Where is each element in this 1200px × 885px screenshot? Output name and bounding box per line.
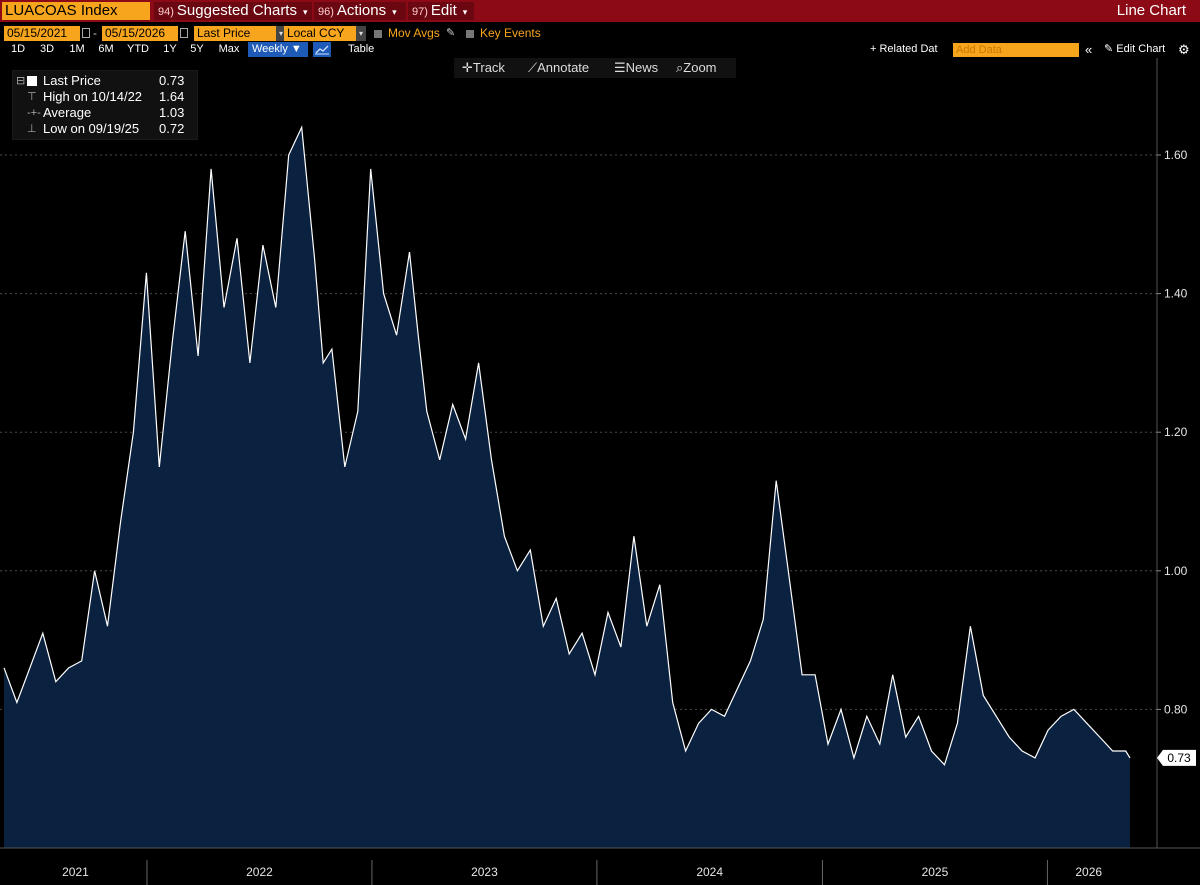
x-tick-label: 2021 (62, 865, 89, 879)
calendar-icon[interactable] (82, 28, 90, 38)
last-price-marker: 0.73 (1157, 749, 1196, 766)
suggested-charts-label: Suggested Charts (176, 2, 297, 19)
legend-label: Low on 09/19/25 (43, 121, 140, 136)
range-1d-button[interactable]: 1D (10, 43, 26, 55)
field-select[interactable]: Last Price (194, 26, 276, 41)
date-toolbar: 05/15/2021 - 05/15/2026 Last Price ▾ Loc… (0, 24, 1200, 42)
key-events-label[interactable]: Key Events (480, 26, 541, 40)
y-tick-label: 1.40 (1164, 287, 1188, 301)
frequency-label: Weekly (252, 43, 288, 55)
pencil-icon[interactable]: ✎ (446, 27, 456, 39)
edit-button[interactable]: 97) Edit ▾ (408, 2, 474, 20)
mov-avgs-checkbox[interactable] (374, 30, 382, 38)
chart-type-label: Line Chart (1116, 2, 1186, 19)
legend-value: 0.72 (159, 121, 185, 136)
calendar-icon[interactable] (180, 28, 188, 38)
x-tick-label: 2024 (696, 865, 723, 879)
chart-legend: ⊟ Last Price 0.73 ⊤ High on 10/14/22 1.6… (12, 70, 198, 140)
gear-icon[interactable]: ⚙ (1178, 42, 1190, 57)
y-tick-label: 1.20 (1164, 425, 1188, 439)
actions-number: 96) (318, 6, 334, 18)
news-label: News (625, 60, 659, 75)
chevron-down-icon: ▾ (392, 7, 397, 17)
range-1m-button[interactable]: 1M (69, 43, 85, 55)
chevron-down-icon: ▾ (462, 7, 468, 17)
legend-value: 1.64 (159, 89, 185, 104)
range-max-button[interactable]: Max (218, 43, 240, 55)
edit-label: Edit (430, 2, 457, 19)
last-price-tag (1157, 749, 1196, 766)
legend-low: ⊥ Low on 09/19/25 0.72 (13, 121, 197, 137)
collapse-icon[interactable]: « (1085, 42, 1093, 57)
legend-swatch (27, 76, 37, 86)
high-marker-icon: ⊤ (27, 91, 37, 103)
chart-area: 0.80 1.00 1.20 1.40 1.60 2021 2022 2023 2024 202… (0, 58, 1200, 885)
range-5y-button[interactable]: 5Y (190, 43, 204, 55)
average-marker-icon: -+- (27, 107, 41, 119)
y-tick-label: 1.60 (1164, 148, 1188, 162)
suggested-charts-button[interactable]: 94) Suggested Charts ▾ (154, 2, 312, 20)
range-toolbar: 1D 3D 1M 6M YTD 1Y 5Y Max Weekly ▼ Table… (0, 42, 1200, 58)
y-tick-label: 0.80 (1164, 702, 1188, 716)
legend-label: High on 10/14/22 (43, 89, 143, 104)
mov-avgs-label[interactable]: Mov Avgs (388, 26, 440, 40)
legend-label: Last Price (43, 73, 101, 88)
edit-chart-button[interactable]: ✎ Edit Chart (1104, 43, 1166, 55)
x-tick-label: 2023 (471, 865, 498, 879)
legend-value: 0.73 (159, 73, 185, 88)
y-tick-label: 1.00 (1164, 564, 1188, 578)
annotate-label: Annotate (537, 60, 590, 75)
legend-last-price: ⊟ Last Price 0.73 (13, 73, 197, 89)
track-button[interactable]: ✛ Track (462, 58, 505, 78)
frequency-select[interactable]: Weekly ▼ (248, 42, 308, 57)
end-date-input[interactable]: 05/15/2026 (102, 26, 178, 41)
range-6m-button[interactable]: 6M (98, 43, 114, 55)
chevron-down-icon[interactable]: ▾ (276, 26, 286, 41)
low-marker-icon: ⊥ (27, 123, 37, 135)
legend-average: -+- Average 1.03 (13, 105, 197, 121)
collapse-icon[interactable]: ⊟ (16, 75, 26, 87)
price-area (4, 127, 1130, 849)
range-1y-button[interactable]: 1Y (163, 43, 177, 55)
legend-label: Average (43, 105, 92, 120)
table-button[interactable]: Table (348, 43, 375, 55)
news-button[interactable]: ☰ News (614, 58, 658, 78)
track-label: Track (472, 60, 505, 75)
currency-select[interactable]: Local CCY (284, 26, 356, 41)
edit-chart-label: Edit Chart (1116, 43, 1166, 55)
legend-value: 1.03 (159, 105, 185, 120)
x-tick-label: 2022 (246, 865, 273, 879)
suggested-charts-number: 94) (158, 6, 174, 18)
ticker-field[interactable]: LUACOAS Index (2, 2, 150, 20)
range-3d-button[interactable]: 3D (39, 43, 55, 55)
last-price-value: 0.73 (1167, 751, 1191, 765)
chevron-down-icon[interactable]: ▾ (356, 26, 366, 41)
legend-high: ⊤ High on 10/14/22 1.64 (13, 89, 197, 105)
add-data-input[interactable]: Add Data (953, 43, 1079, 57)
range-ytd-button[interactable]: YTD (127, 43, 149, 55)
line-chart-icon[interactable] (313, 42, 331, 57)
price-line (3, 125, 1131, 766)
related-data-button[interactable]: + Related Dat (870, 43, 938, 55)
edit-number: 97) (412, 6, 428, 18)
zoom-button[interactable]: ⌕ Zoom (676, 58, 717, 78)
x-tick-label: 2026 (1075, 865, 1102, 879)
start-date-input[interactable]: 05/15/2021 (4, 26, 80, 41)
top-toolbar: LUACOAS Index 94) Suggested Charts ▾ 96) Ac… (0, 0, 1200, 22)
key-events-checkbox[interactable] (466, 30, 474, 38)
annotate-button[interactable]: ⟋ Annotate (528, 58, 589, 78)
zoom-label: Zoom (683, 60, 717, 75)
actions-button[interactable]: 96) Actions ▾ (314, 2, 406, 20)
date-separator: - (93, 26, 97, 40)
chevron-down-icon: ▾ (302, 7, 308, 17)
x-tick-label: 2025 (922, 865, 949, 879)
chart-tools-bar: ✛ Track ⟋ Annotate ☰ News ⌕ Zoom (454, 58, 736, 78)
chart-svg[interactable]: 0.80 1.00 1.20 1.40 1.60 2021 2022 2023 2024 202… (0, 58, 1200, 885)
actions-label: Actions (336, 2, 387, 19)
